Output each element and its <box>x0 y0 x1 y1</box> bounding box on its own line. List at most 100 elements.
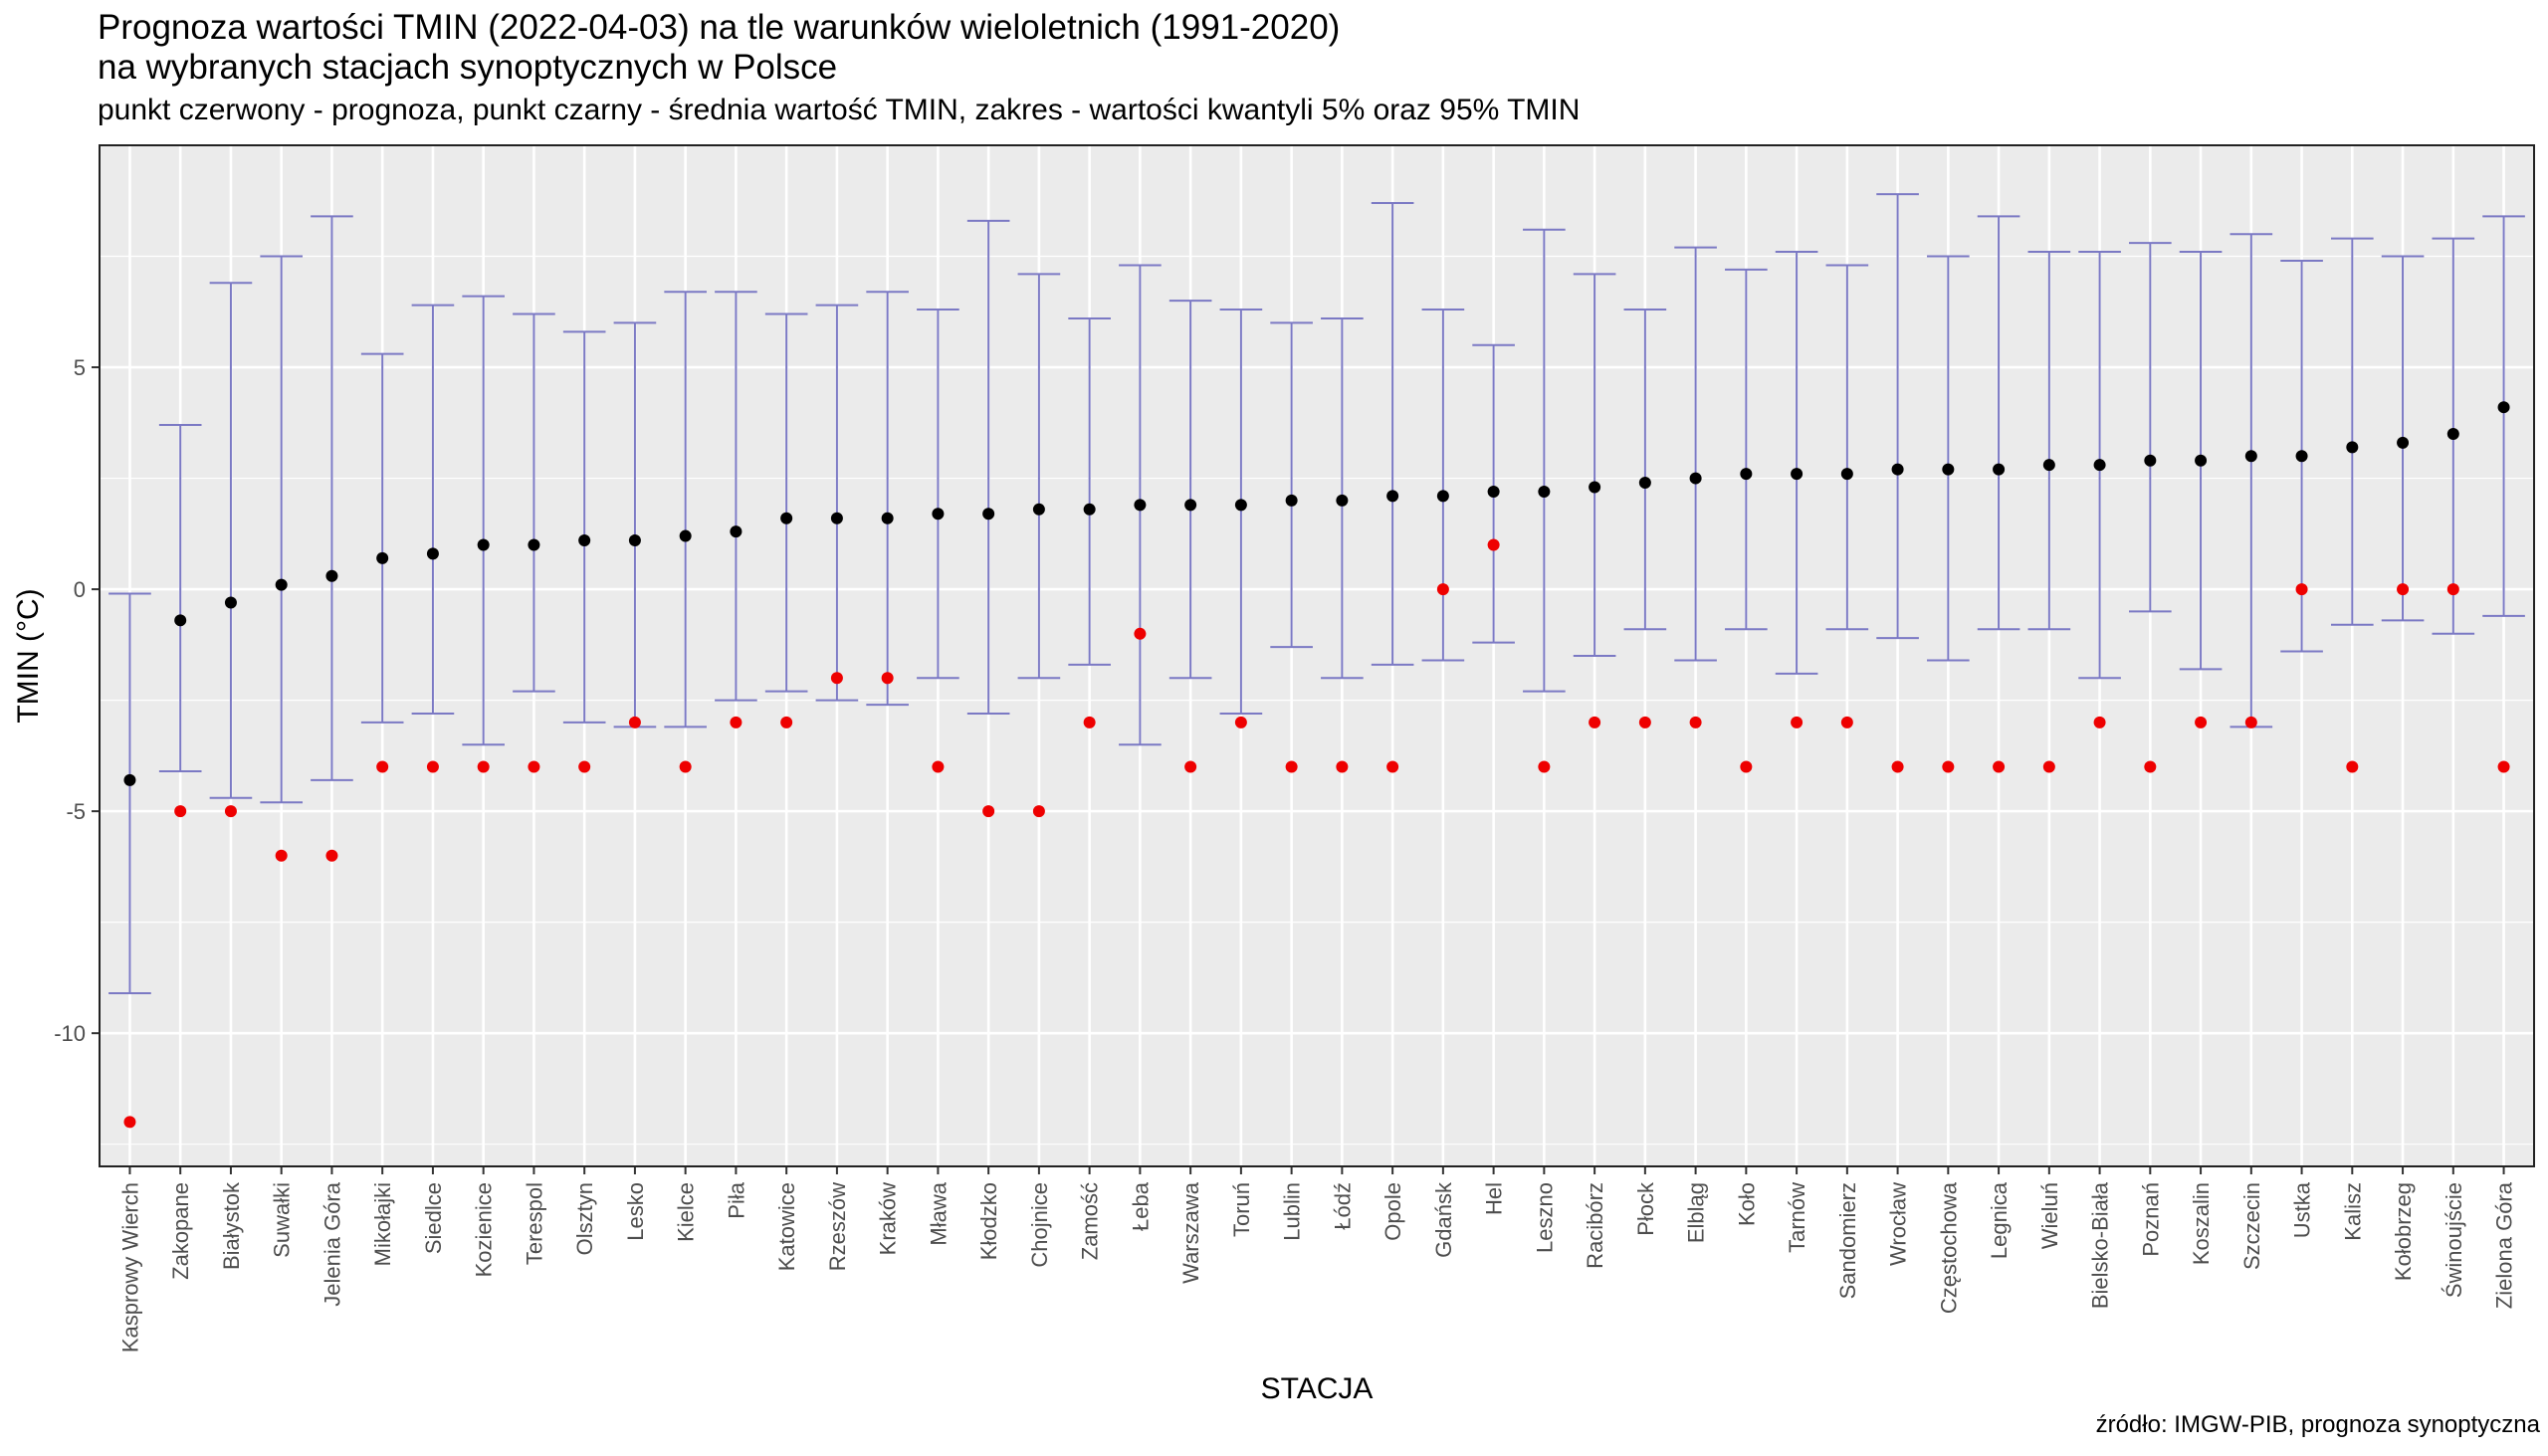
forecast-point <box>1993 760 2006 773</box>
mean-point <box>1840 468 1853 481</box>
mean-point <box>1436 490 1449 503</box>
x-tick-label: Mikołajki <box>370 1182 395 1266</box>
mean-point <box>628 534 641 547</box>
mean-point <box>2093 459 2106 472</box>
mean-point <box>1184 499 1197 512</box>
mean-point <box>477 538 490 551</box>
forecast-point <box>2497 760 2510 773</box>
chart-title: Prognoza wartości TMIN (2022-04-03) na t… <box>98 8 1341 47</box>
range-bar <box>1270 321 1313 649</box>
mean-point <box>224 596 237 609</box>
range-bar <box>562 330 606 724</box>
forecast-point <box>578 760 591 773</box>
range-bar <box>664 291 707 728</box>
range-bar <box>209 282 253 799</box>
forecast-point <box>1740 760 1753 773</box>
mean-point <box>1386 490 1399 503</box>
forecast-point <box>1032 805 1045 818</box>
x-tick-label: Gdańsk <box>1431 1181 1456 1258</box>
x-tick-label: Elbląg <box>1684 1182 1709 1243</box>
range-bar <box>1168 300 1212 680</box>
mean-point <box>1336 494 1349 507</box>
forecast-point <box>1840 716 1853 728</box>
range-bar <box>1523 228 1566 693</box>
mean-point <box>578 534 591 547</box>
forecast-point <box>528 760 540 773</box>
forecast-point <box>1285 760 1298 773</box>
forecast-point <box>1487 538 1500 551</box>
forecast-point <box>1234 716 1247 728</box>
mean-point <box>2042 459 2055 472</box>
mean-point <box>2397 436 2410 449</box>
range-bar <box>1725 268 1768 631</box>
forecast-point <box>2195 716 2208 728</box>
forecast-point <box>1134 627 1147 640</box>
forecast-point <box>1184 760 1197 773</box>
forecast-point <box>2042 760 2055 773</box>
range-bar <box>1623 309 1667 631</box>
x-tick-label: Bielsko-Biała <box>2088 1181 2113 1309</box>
forecast-point <box>2093 716 2106 728</box>
range-bar <box>815 304 859 702</box>
x-tick-label: Koło <box>1734 1182 1759 1226</box>
range-bar <box>1421 309 1465 662</box>
range-bar <box>1825 264 1869 631</box>
forecast-point <box>1436 583 1449 596</box>
mean-points <box>123 401 2510 786</box>
forecast-point <box>1942 760 1955 773</box>
mean-point <box>1083 503 1096 516</box>
range-bar <box>2027 251 2071 631</box>
x-tick-label: Wrocław <box>1886 1182 1911 1266</box>
range-bar <box>2330 237 2374 626</box>
x-tick-label: Kielce <box>674 1182 699 1242</box>
forecast-point <box>881 672 894 685</box>
x-tick-label: Legnica <box>1987 1181 2012 1259</box>
x-tick-label: Toruń <box>1229 1182 1254 1237</box>
forecast-point <box>730 716 743 728</box>
x-tick-label: Olsztyn <box>572 1182 597 1255</box>
x-tick-label: Hel <box>1482 1182 1507 1215</box>
range-bar <box>260 255 304 804</box>
forecast-point <box>1638 716 1651 728</box>
x-tick-label: Lublin <box>1280 1182 1305 1241</box>
mean-point <box>1032 503 1045 516</box>
mean-point <box>123 773 136 786</box>
mean-point <box>1134 499 1147 512</box>
chart-subtitle: punkt czerwony - prognoza, punkt czarny … <box>98 94 1581 126</box>
x-tick-label: Kasprowy Wierch <box>117 1182 142 1352</box>
y-tick-label: 5 <box>74 355 86 380</box>
range-bar <box>1674 246 1717 662</box>
x-tick-label: Mława <box>926 1181 951 1245</box>
x-tick-label: Rzeszów <box>825 1182 850 1271</box>
forecast-point <box>224 805 237 818</box>
mean-point <box>730 525 743 538</box>
mean-point <box>2244 450 2257 463</box>
forecast-point <box>1891 760 1904 773</box>
range-bar <box>360 352 404 724</box>
x-tick-label: Katowice <box>774 1182 799 1271</box>
mean-point <box>2446 427 2459 440</box>
range-bar <box>158 424 202 772</box>
forecast-point <box>123 1116 136 1129</box>
x-tick-label: Jelenia Góra <box>319 1181 344 1307</box>
y-tick-label: -5 <box>66 799 86 824</box>
mean-point <box>1638 477 1651 490</box>
forecast-point <box>1083 716 1096 728</box>
x-tick-label: Kołobrzeg <box>2391 1182 2416 1281</box>
x-tick-label: Zakopane <box>168 1182 193 1280</box>
mean-point <box>2195 454 2208 467</box>
mean-point <box>174 614 187 627</box>
range-bar <box>411 304 455 715</box>
range-bar <box>764 312 808 693</box>
forecast-point <box>2144 760 2157 773</box>
x-tick-label: Piła <box>724 1181 748 1218</box>
x-tick-label: Białystok <box>219 1181 244 1270</box>
forecast-point <box>376 760 389 773</box>
mean-point <box>830 512 843 524</box>
range-bar <box>866 291 909 707</box>
range-bar <box>1371 201 1414 666</box>
x-tick-label: Szczecin <box>2239 1182 2264 1270</box>
forecast-point <box>2446 583 2459 596</box>
range-bar <box>1775 251 1818 675</box>
